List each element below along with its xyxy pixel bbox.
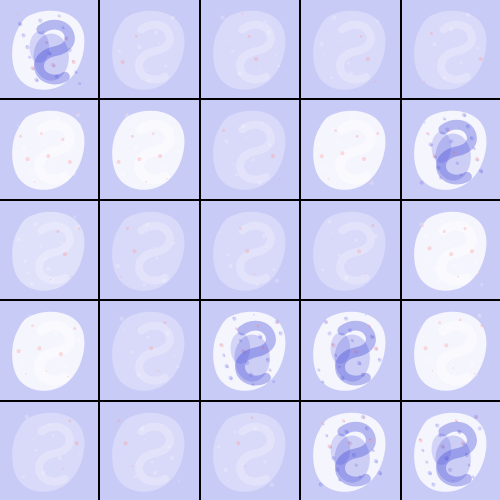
faint-digit-feature-map — [12, 412, 85, 492]
feature-map-tile — [100, 100, 199, 199]
feature-map-tile — [100, 301, 199, 400]
faint-digit-feature-map — [413, 311, 487, 391]
feature-map-tile — [301, 0, 400, 99]
feature-map-tile — [0, 401, 99, 500]
faint-digit-feature-map — [313, 111, 386, 191]
feature-map-tile — [401, 200, 500, 300]
faint-digit-feature-map — [12, 311, 85, 391]
faint-digit-feature-map — [212, 412, 286, 492]
faint-digit-feature-map — [212, 111, 286, 191]
feature-map-tile — [401, 301, 500, 400]
feature-map-tile — [301, 100, 400, 199]
faint-digit-feature-map — [313, 211, 386, 291]
feature-map-tile — [100, 401, 199, 500]
faint-digit-feature-map — [413, 412, 487, 492]
feature-map-tile — [100, 200, 199, 300]
feature-map-tile — [200, 200, 300, 300]
feature-map-tile — [200, 100, 300, 199]
faint-digit-feature-map — [413, 211, 487, 291]
feature-map-tile — [100, 0, 199, 99]
faint-digit-feature-map — [112, 412, 185, 492]
faint-digit-feature-map — [413, 111, 487, 191]
feature-map-tile — [301, 200, 400, 300]
faint-digit-feature-map — [12, 211, 85, 291]
faint-digit-feature-map — [212, 211, 286, 291]
faint-digit-feature-map — [212, 10, 286, 90]
faint-digit-feature-map — [112, 311, 185, 391]
faint-digit-feature-map — [313, 10, 386, 90]
faint-digit-feature-map — [112, 111, 185, 191]
feature-map-tile — [301, 301, 400, 400]
feature-map-tile — [301, 401, 400, 500]
feature-map-tile — [200, 401, 300, 500]
faint-digit-feature-map — [413, 10, 487, 90]
feature-map-tile — [200, 0, 300, 99]
feature-map-tile — [401, 0, 500, 99]
feature-map-tile — [0, 0, 99, 99]
feature-map-tile — [401, 100, 500, 199]
faint-digit-feature-map — [313, 311, 386, 391]
feature-map-tile — [200, 301, 300, 400]
faint-digit-feature-map — [313, 412, 386, 492]
faint-digit-feature-map — [112, 211, 185, 291]
feature-map-tile — [0, 301, 99, 400]
faint-digit-feature-map — [212, 311, 286, 391]
feature-map-tile — [0, 100, 99, 199]
faint-digit-feature-map — [112, 10, 185, 90]
faint-digit-feature-map — [12, 10, 85, 90]
feature-map-tile — [401, 401, 500, 500]
faint-digit-feature-map — [12, 111, 85, 191]
feature-map-tile — [0, 200, 99, 300]
